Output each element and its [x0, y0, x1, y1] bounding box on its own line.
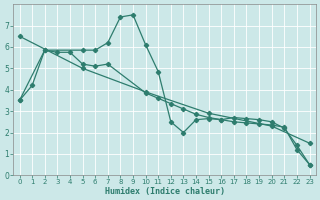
X-axis label: Humidex (Indice chaleur): Humidex (Indice chaleur) — [105, 187, 225, 196]
